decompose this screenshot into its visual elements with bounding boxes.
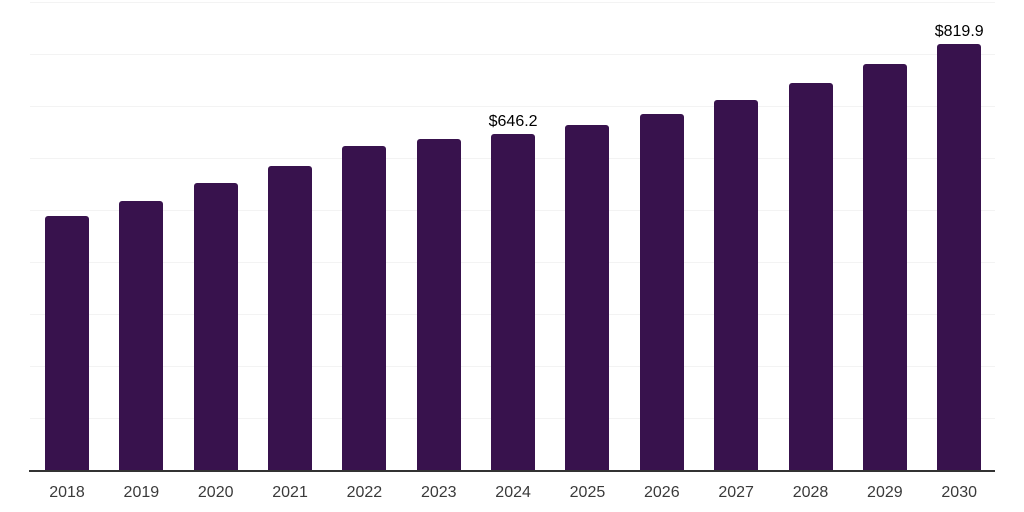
x-axis-line <box>29 470 995 472</box>
value-label: $819.9 <box>934 22 984 40</box>
bar-2026 <box>639 113 684 470</box>
bar-2021 <box>268 165 313 470</box>
bar-2018 <box>45 216 89 470</box>
bar-2029 <box>862 63 907 470</box>
x-tick-label: 2024 <box>495 484 531 501</box>
bar-2027 <box>714 100 759 470</box>
bar-2030 <box>937 43 982 470</box>
bar-2024 <box>491 133 536 470</box>
bar-2028 <box>788 82 833 470</box>
bar-2023 <box>416 139 461 470</box>
x-tick-label: 2018 <box>49 484 85 501</box>
x-tick-label: 2021 <box>272 484 308 501</box>
x-tick-label: 2022 <box>346 484 383 501</box>
x-tick-label: 2028 <box>792 484 829 501</box>
x-tick-label: 2025 <box>569 484 606 501</box>
bar-2025 <box>565 125 610 470</box>
x-tick-label: 2029 <box>867 484 903 501</box>
x-tick-label: 2027 <box>718 484 754 501</box>
gridline <box>30 2 995 3</box>
x-tick-label: 2030 <box>941 484 977 501</box>
x-tick-label: 2020 <box>197 484 234 501</box>
bar-2022 <box>342 146 387 470</box>
x-tick-label: 2019 <box>123 484 160 501</box>
x-tick-label: 2023 <box>420 484 457 501</box>
value-label: $646.2 <box>488 112 538 130</box>
gridline <box>30 106 995 107</box>
gridline <box>30 54 995 55</box>
bar-2020 <box>193 182 238 470</box>
bar-2019 <box>119 200 164 470</box>
x-tick-label: 2026 <box>644 484 680 501</box>
